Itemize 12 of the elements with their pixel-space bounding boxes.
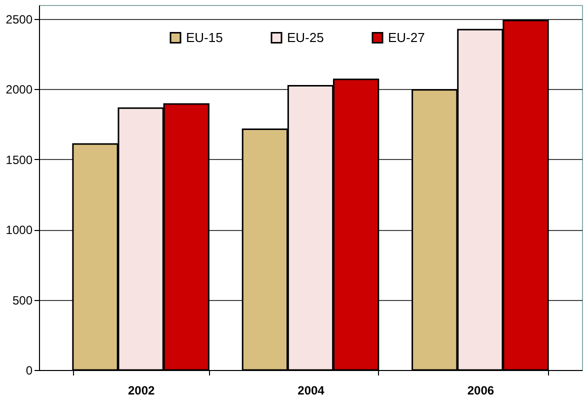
x-tick-label: 2006 bbox=[467, 384, 494, 398]
y-tick-label: 500 bbox=[12, 293, 33, 308]
y-tick-label: 0 bbox=[26, 364, 33, 378]
y-tick-label: 2000 bbox=[6, 82, 33, 97]
y-tick-label: 1000 bbox=[6, 223, 33, 238]
legend-label: EU-25 bbox=[287, 30, 324, 45]
legend-label: EU-27 bbox=[388, 30, 425, 45]
y-tick-label: 1500 bbox=[6, 152, 33, 167]
x-tick-label: 2004 bbox=[298, 384, 325, 398]
legend-label: EU-15 bbox=[186, 30, 223, 45]
x-tick-label: 2002 bbox=[128, 384, 155, 398]
y-tick-label: 2500 bbox=[6, 12, 33, 27]
